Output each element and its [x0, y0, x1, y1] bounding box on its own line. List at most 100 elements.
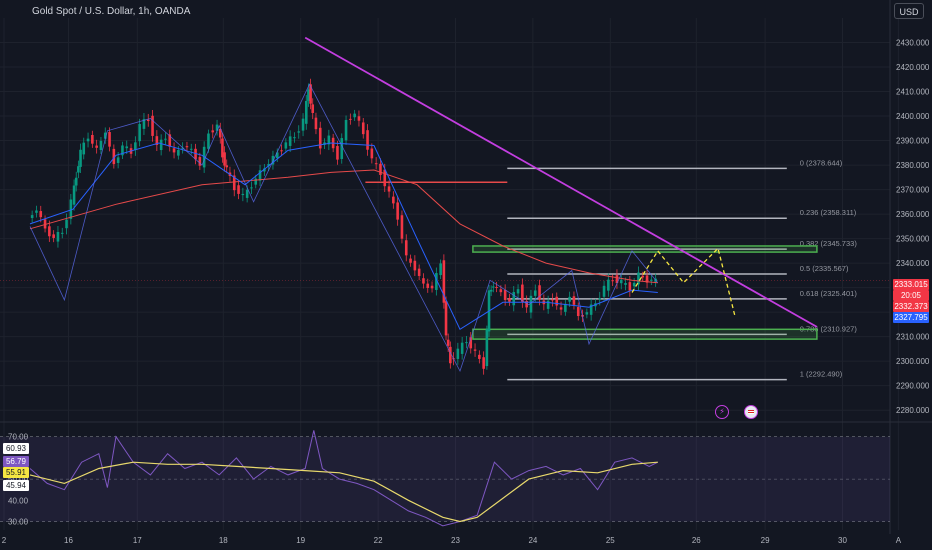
candle-body — [223, 152, 226, 166]
candle-body — [112, 148, 116, 165]
candle-body — [86, 138, 90, 142]
candle-body — [404, 240, 408, 256]
price-axis: 2280.0002290.0002300.0002310.0002320.000… — [896, 39, 930, 416]
candle-body — [533, 290, 537, 296]
candle-body — [221, 138, 224, 158]
candle-body — [48, 226, 51, 237]
time-tick-label: 2 — [2, 536, 7, 545]
candle-body — [551, 299, 554, 301]
candle-body — [489, 289, 493, 292]
candle-body — [275, 152, 279, 159]
candle-body — [35, 210, 38, 213]
candle-body — [237, 185, 240, 194]
candle-body — [632, 282, 636, 287]
candle-body — [52, 234, 55, 238]
candle-body — [241, 193, 245, 196]
candle-body — [116, 157, 120, 163]
rsi-ma-line — [29, 461, 658, 523]
candle-body — [492, 286, 495, 288]
candle-body — [499, 289, 503, 293]
time-tick-label: 25 — [606, 536, 615, 545]
candle-body — [417, 268, 421, 276]
time-tick-label: 29 — [761, 536, 770, 545]
candle-body — [245, 189, 249, 198]
candle-body — [529, 295, 533, 313]
candle-body — [435, 273, 438, 290]
candle-body — [82, 142, 86, 155]
candle-body — [293, 137, 296, 139]
candle-body — [645, 275, 649, 283]
candle-body — [344, 119, 348, 141]
candle-body — [439, 263, 442, 276]
candle-body — [91, 134, 94, 144]
candle-body — [99, 140, 103, 151]
time-tick-label: 17 — [133, 536, 142, 545]
candle-body — [516, 289, 520, 294]
us-flag-icon[interactable] — [744, 405, 758, 419]
candle-body — [449, 346, 452, 364]
candle-body — [559, 307, 563, 310]
flash-icon[interactable]: ⚡ — [715, 405, 729, 419]
rsi-tag-4: 45.94 — [3, 480, 29, 491]
candle-body — [478, 354, 481, 359]
fib-level-label: 0.618 (2325.401) — [800, 289, 858, 298]
candle-body — [641, 275, 645, 278]
candle-body — [121, 145, 124, 156]
price-tick-label: 2360.000 — [896, 210, 930, 219]
candle-body — [442, 260, 446, 303]
candle-body — [607, 279, 610, 291]
last-price-tag: 2333.015 — [893, 279, 929, 290]
candle-body — [485, 329, 489, 367]
price-tick-label: 2310.000 — [896, 333, 930, 342]
candle-body — [65, 219, 68, 229]
fib-level-label: 0.786 (2310.927) — [800, 324, 858, 333]
price-tick-label: 2410.000 — [896, 88, 930, 97]
candle-body — [72, 185, 76, 205]
currency-button[interactable]: USD — [894, 3, 924, 19]
candle-body — [311, 104, 315, 113]
rsi-tick-label: 50.00 — [8, 475, 29, 484]
candle-body — [263, 168, 266, 172]
candle-body — [185, 146, 189, 148]
rsi-line — [29, 430, 659, 527]
candle-body — [546, 300, 550, 309]
candle-body — [284, 142, 288, 149]
candle-body — [314, 117, 318, 130]
candle-body — [280, 150, 283, 152]
candle-body — [258, 170, 262, 181]
candle-body — [134, 142, 137, 150]
overlays — [29, 36, 818, 373]
candle-body — [538, 285, 541, 300]
candle-body — [611, 280, 614, 282]
candle-body — [503, 290, 507, 300]
candle-body — [396, 202, 399, 220]
countdown-tag: 20:05 — [893, 290, 929, 301]
candle-body — [164, 138, 167, 140]
candle-body — [366, 130, 369, 150]
support-zone — [472, 328, 818, 340]
candle-body — [194, 148, 197, 160]
candle-body — [56, 231, 60, 242]
candle-body — [250, 187, 253, 189]
candle-body — [177, 150, 180, 156]
candle-body — [353, 113, 356, 118]
price-tick-label: 2280.000 — [896, 406, 930, 415]
price-tick-label: 2290.000 — [896, 382, 930, 391]
candle-body — [340, 138, 344, 159]
rsi-tick-label: 70.00 — [8, 433, 29, 442]
candle-body — [215, 124, 219, 131]
candle-body — [568, 296, 571, 302]
fibonacci-retracement: 0 (2378.644) 0.236 (2358.311) 0.382 (2345.… — [507, 158, 858, 381]
candle-body — [615, 275, 619, 284]
candle-body — [159, 139, 163, 151]
candle-body — [155, 136, 159, 145]
candle-body — [619, 279, 623, 284]
candle-body — [77, 166, 80, 173]
candle-body — [181, 147, 184, 149]
rsi-tick-label: 30.00 — [8, 518, 29, 527]
candle-body — [585, 312, 589, 315]
ma-price-tag: 2327.795 — [893, 312, 929, 323]
price-tick-label: 2420.000 — [896, 63, 930, 72]
price-tick-label: 2380.000 — [896, 161, 930, 170]
